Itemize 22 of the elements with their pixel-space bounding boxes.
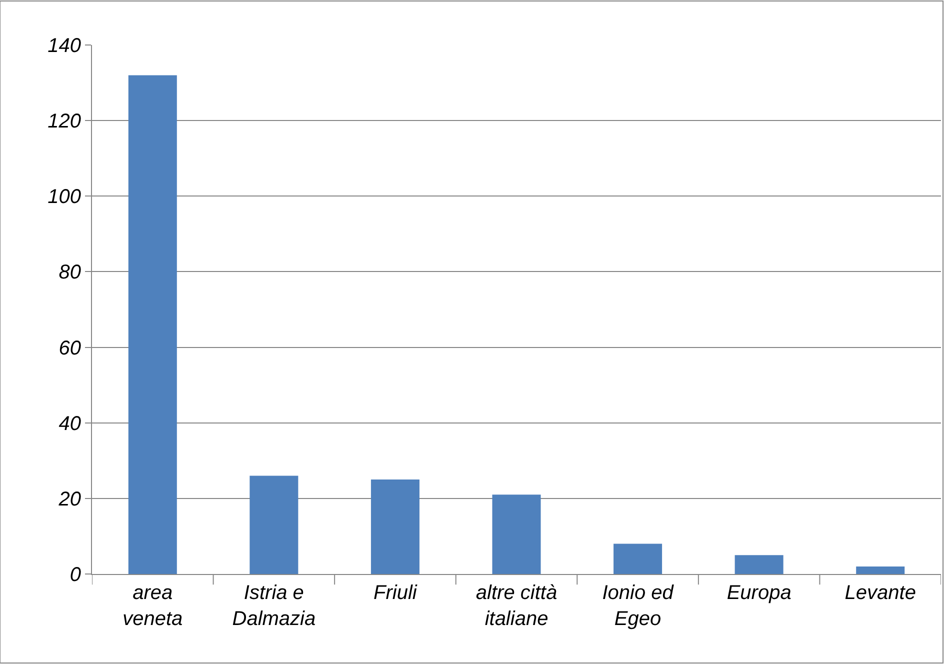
bar — [856, 566, 905, 574]
bar — [492, 494, 541, 574]
y-tick-label: 20 — [58, 488, 81, 510]
x-tick-label: area veneta — [122, 582, 183, 630]
x-tick-label: Europa — [726, 582, 792, 604]
y-tick-label: 80 — [58, 262, 81, 284]
y-tick-label: 100 — [48, 186, 81, 208]
x-tick-label: Istria e Dalmazia — [232, 582, 316, 630]
x-tick-label: Levante — [844, 582, 916, 604]
bar — [250, 476, 298, 574]
y-tick-label: 120 — [48, 110, 81, 133]
y-tick-label: 60 — [58, 337, 81, 360]
x-tick-label: Friuli — [374, 582, 418, 604]
y-tick-label: 40 — [58, 412, 81, 435]
x-tick-label: altre città italiane — [476, 582, 558, 630]
bar — [734, 555, 784, 574]
bar — [614, 544, 662, 574]
y-tick-label: 140 — [48, 35, 81, 57]
y-tick-label: 0 — [70, 564, 81, 586]
x-tick-label: Ionio ed Egeo — [602, 582, 674, 630]
bar — [370, 480, 420, 574]
bar — [128, 75, 177, 574]
